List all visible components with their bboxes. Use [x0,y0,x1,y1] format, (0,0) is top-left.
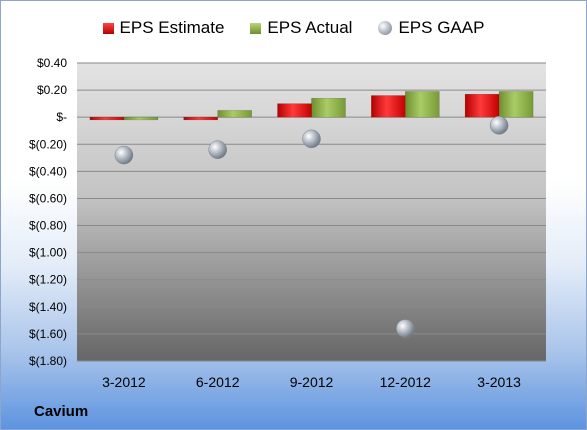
y-tick-label-5: $(0.60) [29,191,67,205]
legend: EPS Estimate EPS Actual EPS GAAP [1,18,586,38]
company-name: Cavium [34,403,89,420]
bar-estimate-3-2012 [89,116,125,121]
y-tick-label-7: $(1.00) [29,246,67,260]
point-gaap-6-2012 [208,140,227,159]
bar-actual-9-2012 [311,97,346,118]
x-tick-label-9-2012: 9-2012 [290,374,334,390]
point-gaap-3-2013 [489,116,509,135]
y-tick-label-3: $(0.20) [29,137,67,151]
y-tick-label-11: $(1.80) [29,354,67,368]
legend-item-gaap: EPS GAAP [378,18,484,38]
legend-marker-gaap [378,21,393,35]
legend-item-estimate: EPS Estimate [102,18,225,38]
x-tick-label-3-2013: 3-2013 [477,374,521,390]
y-tick-label-10: $(1.60) [29,327,67,341]
bar-actual-3-2013 [498,91,534,118]
bar-actual-6-2012 [217,110,252,118]
legend-label-actual: EPS Actual [267,18,353,37]
bar-actual-12-2012 [405,91,440,118]
x-tick-label-3-2012: 3-2012 [102,374,146,390]
y-tick-label-9: $(1.40) [29,300,67,314]
bar-estimate-3-2013 [464,93,500,118]
point-gaap-9-2012 [302,129,321,149]
point-gaap-3-2012 [114,145,134,165]
bar-actual-3-2012 [123,116,159,121]
y-tick-label-4: $(0.40) [29,164,67,178]
y-tick-label-2: $- [56,110,67,124]
x-tick-label-12-2012: 12-2012 [380,374,432,390]
x-tick-label-6-2012: 6-2012 [196,374,240,390]
bar-estimate-12-2012 [371,95,406,118]
legend-label-estimate: EPS Estimate [119,18,225,37]
bar-estimate-9-2012 [277,103,312,118]
y-tick-label-1: $0.20 [37,83,67,97]
bar-estimate-6-2012 [183,116,218,121]
point-gaap-12-2012 [396,319,415,338]
legend-swatch-estimate [102,22,114,34]
y-tick-label-6: $(0.80) [29,219,67,233]
y-tick-label-8: $(1.20) [29,273,67,287]
y-tick-label-0: $0.40 [37,56,67,70]
legend-label-gaap: EPS GAAP [398,18,485,37]
legend-swatch-actual [250,22,262,34]
legend-item-actual: EPS Actual [250,18,352,38]
